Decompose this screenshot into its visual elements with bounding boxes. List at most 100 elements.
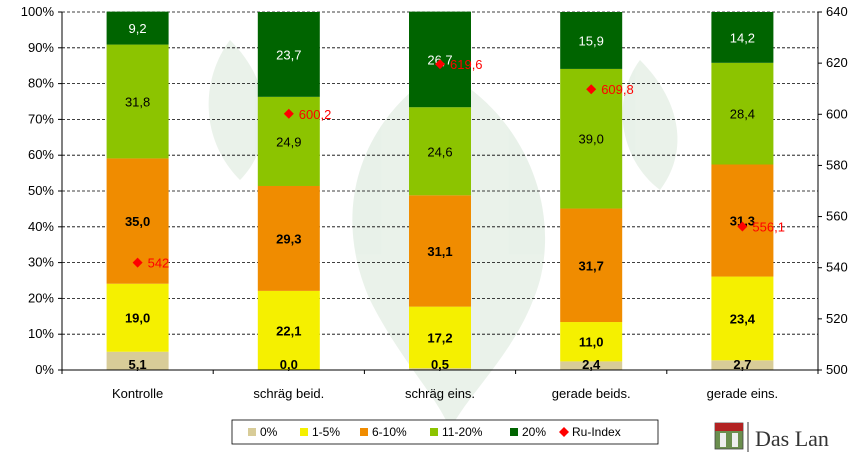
bar-segment-0% [560, 361, 623, 370]
segment-value-label: 0,0 [280, 357, 298, 372]
segment-value-label: 31,1 [427, 244, 452, 259]
bar-segment-0% [409, 368, 471, 370]
bar-segment-20% [560, 12, 623, 69]
ru-index-marker [737, 221, 748, 232]
left-tick-label: 20% [28, 290, 54, 305]
bar-segment-6-10% [409, 195, 471, 307]
right-tick-label: 560 [826, 209, 848, 224]
legend-swatch [248, 428, 256, 436]
left-tick-label: 90% [28, 40, 54, 55]
ru-index-label: 619,6 [450, 57, 483, 72]
legend: 0% 1-5% 6-10% 11-20% 20% Ru-Index [231, 419, 659, 445]
segment-value-label: 24,6 [427, 144, 452, 159]
right-tick-label: 580 [826, 157, 848, 172]
left-axis-ticks: 0% 10% 20% 30% 40% 50% 60% 70% 80% 90% 100% [21, 4, 55, 377]
bar-segment-1-5% [560, 322, 623, 362]
ru-index-label: 556,1 [752, 220, 785, 235]
segment-value-label: 17,2 [427, 330, 452, 345]
coat-of-arms-icon [714, 422, 744, 450]
bar-segment-1-5% [409, 306, 471, 369]
right-tick-label: 600 [826, 106, 848, 121]
logo: Das Lan [714, 422, 829, 452]
bars-layer [106, 11, 774, 370]
category-labels: Kontrolle schräg beid. schräg eins. gerade … [112, 386, 778, 401]
category-label: gerade eins. [707, 386, 779, 401]
right-tick-label: 540 [826, 260, 848, 275]
segment-value-label: 35,0 [125, 214, 150, 229]
left-tick-label: 0% [35, 362, 54, 377]
segment-value-label: 29,3 [276, 231, 301, 246]
segment-value-label: 28,4 [730, 107, 755, 122]
left-tick-label: 100% [21, 4, 55, 19]
ru-index-marker [283, 108, 294, 119]
segment-value-label: 2,7 [733, 357, 751, 372]
category-label: Kontrolle [112, 386, 163, 401]
ru-index-label: 609,8 [601, 82, 634, 97]
bar-segment-20% [711, 12, 774, 63]
segment-value-label: 9,2 [129, 21, 147, 36]
left-tick-label: 40% [28, 219, 54, 234]
legend-swatch [559, 427, 569, 437]
left-tick-label: 50% [28, 183, 54, 198]
segment-value-label: 39,0 [579, 132, 604, 147]
legend-swatch [300, 428, 308, 436]
segment-value-label: 14,2 [730, 30, 755, 45]
ru-index-marker [586, 84, 597, 95]
segment-value-label: 24,9 [276, 134, 301, 149]
bar-segment-0% [106, 351, 169, 370]
bar-segment-1-5% [711, 276, 774, 361]
segment-value-label: 31,8 [125, 95, 150, 110]
legend-label: 0% [260, 425, 278, 439]
ru-index-marker [435, 59, 445, 70]
bar-segment-6-10% [560, 208, 623, 323]
legend-swatch [360, 428, 368, 436]
segment-value-label: 5,1 [129, 357, 147, 372]
ru-index-label: 542 [148, 256, 170, 271]
axes-layer [58, 11, 822, 374]
ru-index-marker [132, 257, 143, 268]
bar-segment-11-20% [409, 107, 471, 196]
right-tick-label: 520 [826, 311, 848, 326]
right-tick-label: 620 [826, 55, 848, 70]
left-tick-label: 60% [28, 147, 54, 162]
legend-swatch [430, 428, 438, 436]
category-label: schräg beid. [253, 386, 324, 401]
bar-segment-20% [257, 12, 320, 97]
bar-segment-11-20% [711, 62, 774, 165]
bar-segment-1-5% [106, 283, 169, 352]
legend-label: 20% [522, 425, 546, 439]
left-tick-label: 70% [28, 111, 54, 126]
segment-value-label: 2,4 [582, 357, 601, 372]
legend-swatch [510, 428, 518, 436]
right-axis-ticks: 500 520 540 560 580 600 620 640 [826, 4, 848, 377]
legend-label: 11-20% [442, 425, 483, 439]
segment-value-label: 19,0 [125, 311, 150, 326]
category-label: schräg eins. [405, 386, 475, 401]
segment-value-label: 0,5 [431, 357, 449, 372]
right-tick-label: 640 [826, 4, 848, 19]
category-label: gerade beids. [552, 386, 631, 401]
left-tick-label: 80% [28, 76, 54, 91]
ru-index-label: 600,2 [299, 107, 332, 122]
bar-segment-11-20% [106, 44, 169, 159]
segment-value-label: 15,9 [579, 33, 604, 48]
bar-segment-6-10% [257, 185, 320, 291]
legend-label: Ru-Index [572, 425, 621, 439]
segment-labels-layer: 5,1 19,0 35,0 31,8 9,2 0,0 22,1 29,3 24,9 23,7 0,5… [125, 21, 756, 372]
gridlines [62, 11, 818, 335]
right-tick-label: 500 [826, 362, 848, 377]
segment-value-label: 23,4 [730, 311, 756, 326]
left-tick-label: 30% [28, 255, 54, 270]
bar-segment-1-5% [257, 290, 320, 370]
legend-label: 1-5% [312, 425, 340, 439]
bar-segment-20% [106, 11, 169, 45]
segment-value-label: 31,7 [579, 258, 604, 273]
segment-value-label: 31,3 [730, 214, 755, 229]
segment-value-label: 11,0 [579, 335, 604, 350]
bar-segment-0% [711, 360, 774, 370]
ru-index-markers: 542 600,2 619,6 609,8 556,1 [132, 57, 785, 271]
left-tick-label: 10% [28, 326, 54, 341]
legend-label: 6-10% [372, 425, 407, 439]
segment-value-label: 23,7 [276, 47, 301, 62]
